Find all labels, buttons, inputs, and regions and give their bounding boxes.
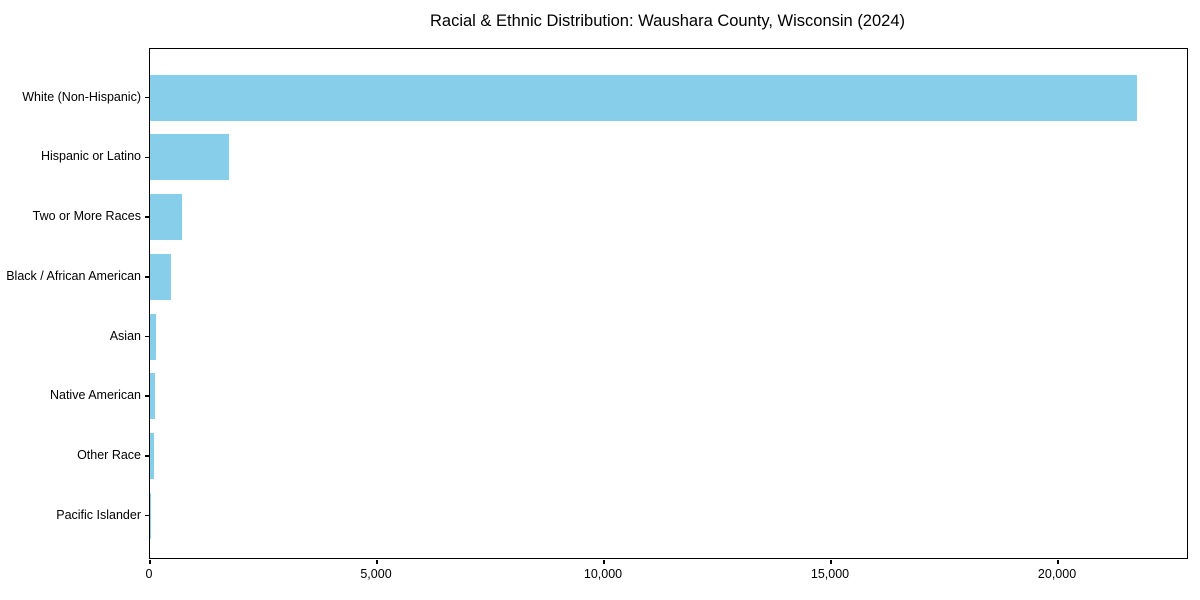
category-label: Pacific Islander [56, 507, 141, 522]
category-label: Black / African American [6, 268, 141, 283]
category-label: White (Non-Hispanic) [22, 89, 141, 104]
category-label: Other Race [77, 447, 141, 462]
plot-area [144, 48, 1188, 564]
bar-black-african-american [150, 253, 171, 300]
bar-asian [150, 313, 156, 360]
x-axis-tick [376, 559, 378, 564]
bar-hispanic-or-latino [150, 134, 229, 181]
category-label: Hispanic or Latino [40, 149, 141, 164]
x-axis-tick-label: 10,000 [583, 567, 623, 581]
bar-white-non-hispanic [150, 74, 1138, 121]
x-axis-tick [830, 559, 832, 564]
y-axis-tick [144, 395, 149, 397]
y-axis-tick [144, 216, 149, 218]
y-axis-tick [144, 335, 149, 338]
y-axis-tick [144, 455, 149, 457]
category-label: Two or More Races [32, 209, 141, 224]
bar-other-race [150, 432, 155, 479]
bar-two-or-more-races [150, 194, 182, 241]
x-axis-tick-label: 5,000 [360, 567, 392, 581]
y-axis-tick [144, 96, 149, 99]
x-axis-tick [149, 559, 151, 564]
category-label: Native American [49, 388, 141, 403]
x-axis-tick [603, 559, 605, 564]
y-axis-tick [144, 514, 149, 517]
x-axis-tick-label: 15,000 [810, 567, 850, 581]
y-axis-tick [144, 276, 149, 278]
chart-title: Racial & Ethnic Distribution: Waushara C… [429, 12, 906, 30]
x-axis-tick-label: 20,000 [1037, 567, 1077, 581]
y-axis-tick [144, 156, 149, 159]
x-axis-tick [1057, 559, 1059, 564]
bar-native-american [150, 373, 155, 420]
x-axis-tick-label: 0 [145, 567, 153, 581]
category-label: Asian [109, 328, 141, 343]
